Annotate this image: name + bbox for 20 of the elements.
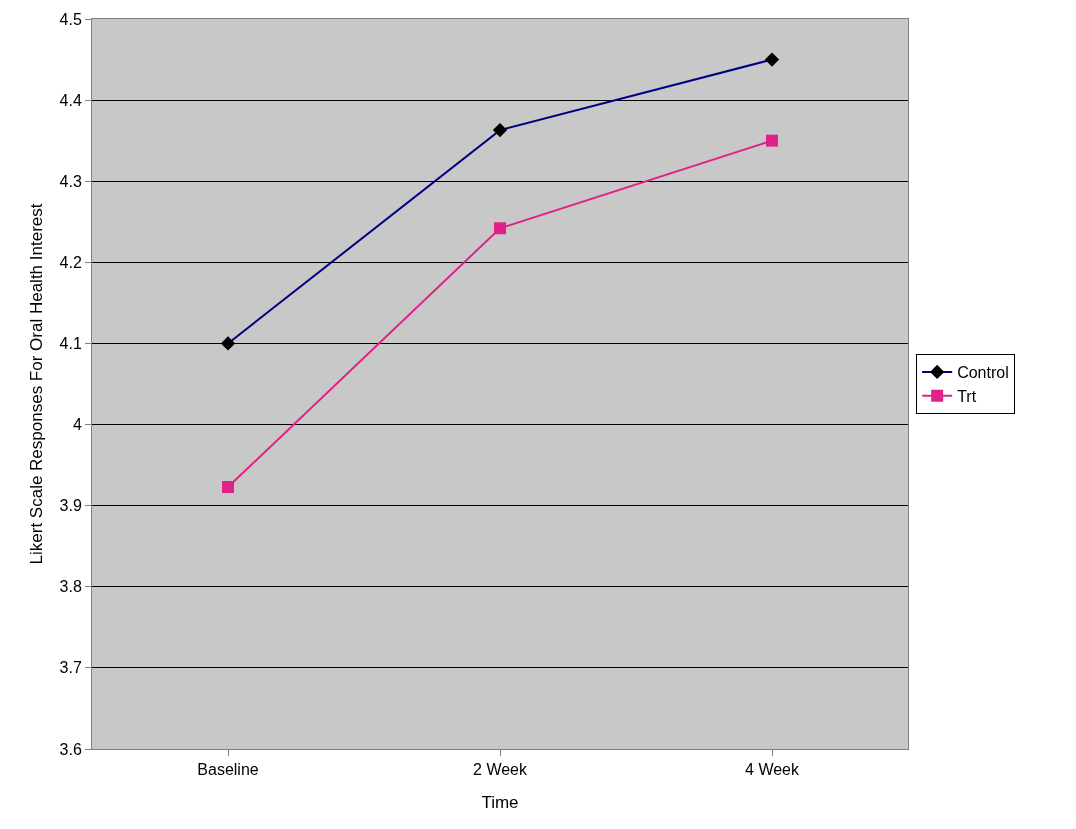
y-tick-label: 3.9 [59,497,82,515]
legend-label: Trt [957,387,977,405]
point [494,222,506,235]
x-tick-label: Baseline [197,761,259,779]
y-tick-label: 3.6 [59,740,82,758]
legend-label: Control [957,364,1009,382]
y-tick-label: 4.5 [59,10,82,28]
y-tick-label: 3.7 [59,659,82,677]
point [222,481,234,494]
point [766,134,778,147]
x-tick-label: 4 Week [745,761,800,779]
y-tick-label: 4.1 [59,335,82,353]
y-tick-label: 4.2 [59,253,82,271]
y-tick-label: 3.8 [59,578,82,596]
y-tick-label: 4.3 [59,172,82,190]
x-axis-title: Time [481,792,519,812]
y-tick-label: 4.4 [59,91,82,109]
x-tick-label: 2 Week [473,761,528,779]
y-axis-title: Likert Scale Responses For Oral Health Interest [27,203,47,565]
y-tick-label: 4 [72,416,82,434]
